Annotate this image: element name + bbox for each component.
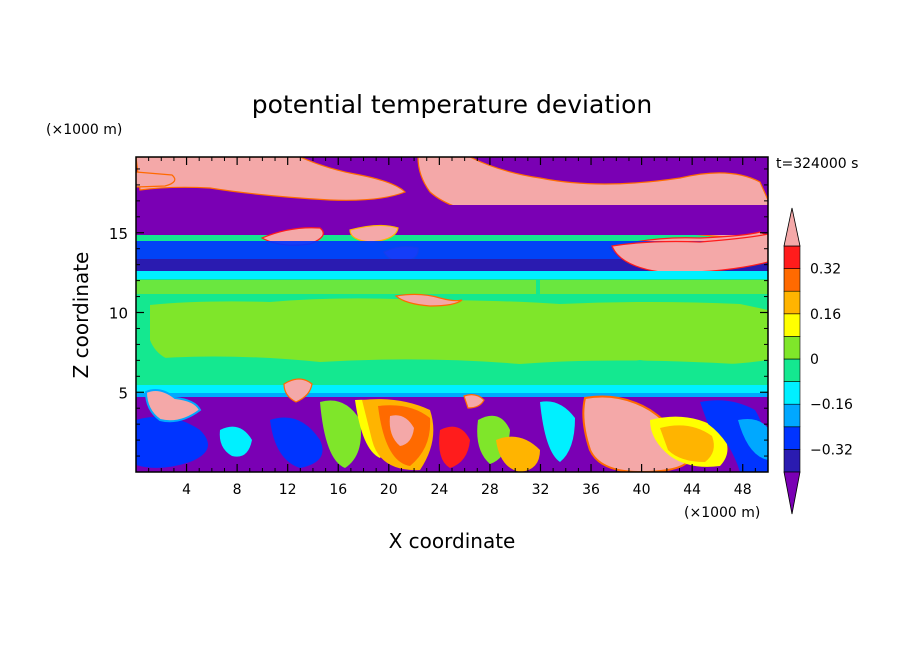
y-tick-label: 5 <box>118 384 128 402</box>
x-tick-label: 44 <box>683 482 701 498</box>
colorbar-band <box>783 449 801 473</box>
bl-pink-right <box>582 395 692 472</box>
layer-dark-blue <box>136 259 768 271</box>
layer-purple <box>136 205 768 235</box>
pink-patch-mid <box>394 293 463 307</box>
bl-pink-patch-small <box>283 378 313 403</box>
layer-lightgreen-strip-2 <box>540 280 768 294</box>
bl-cyan-left <box>219 426 252 457</box>
x-tick-label: 36 <box>582 482 600 498</box>
x-tick-label: 8 <box>233 482 242 498</box>
colorbar-extend-max <box>783 207 801 247</box>
x-tick-label: 28 <box>481 482 499 498</box>
colorbar-tick-label: 0.32 <box>810 262 841 278</box>
colorbar-band <box>783 245 801 269</box>
x-tick-label: 48 <box>734 482 752 498</box>
heatmap-field <box>136 157 768 472</box>
colorbar: 0.32 0.16 0 −0.16 −0.32 <box>783 207 853 515</box>
colorbar-band <box>783 313 801 337</box>
x-axis-label: X coordinate <box>389 529 516 553</box>
x-tick-label: 4 <box>182 482 191 498</box>
colorbar-band <box>783 268 801 292</box>
bl-pink-left <box>144 389 202 423</box>
chart-title: potential temperature deviation <box>252 90 652 119</box>
bl-blue-mid <box>270 417 323 468</box>
x-axis-unit: (×1000 m) <box>684 505 760 521</box>
y-axis-unit: (×1000 m) <box>46 122 122 138</box>
colorbar-band <box>783 403 801 428</box>
colorbar-band <box>783 290 801 315</box>
time-label: t=324000 s <box>776 156 858 172</box>
colorbar-tick-label: 0.16 <box>810 307 841 323</box>
y-axis-label: Z coordinate <box>69 252 93 379</box>
layer-cyan-low <box>136 385 768 395</box>
colorbar-tick-label: −0.16 <box>810 397 853 413</box>
x-tick-label: 20 <box>380 482 398 498</box>
bl-pink-patch-small-2 <box>463 394 485 409</box>
y-axis: 5 10 15 <box>109 168 768 457</box>
layer-mid-blue <box>136 241 768 259</box>
bl-red-2 <box>439 426 470 468</box>
bl-blue-left <box>136 416 208 468</box>
bl-orange-2 <box>496 436 540 472</box>
colorbar-tick-label: 0 <box>810 352 819 368</box>
x-axis: 4 8 12 16 20 24 28 32 36 40 44 48 <box>148 157 756 498</box>
pink-cloud-upper-left <box>136 157 407 201</box>
colorbar-band <box>783 426 801 450</box>
x-tick-label: 12 <box>279 482 297 498</box>
x-tick-label: 32 <box>532 482 550 498</box>
pink-patch-4b <box>611 233 768 273</box>
bl-pink-mid <box>389 415 414 446</box>
pink-cloud-top-left <box>136 171 176 188</box>
colorbar-band <box>783 358 801 382</box>
bl-green-mid <box>320 400 361 468</box>
layer-blue-low <box>136 393 768 398</box>
layer-lightgreen-strip <box>136 280 536 294</box>
colorbar-band <box>783 336 801 360</box>
colorbar-tick-label: −0.32 <box>810 442 853 458</box>
colorbar-band <box>783 381 801 405</box>
x-tick-label: 24 <box>430 482 448 498</box>
bl-blue-right <box>700 400 768 472</box>
y-tick-label: 15 <box>109 225 128 243</box>
pink-patch-2 <box>349 224 399 243</box>
x-tick-label: 40 <box>633 482 651 498</box>
x-tick-label: 16 <box>329 482 347 498</box>
layer-cyan <box>136 271 768 279</box>
y-tick-label: 10 <box>109 305 128 323</box>
bl-orange-right <box>660 425 714 462</box>
bl-cyan-right <box>738 419 768 460</box>
bl-cyan-2 <box>540 401 575 462</box>
trop-lightgreen <box>150 298 768 368</box>
colorbar-extend-min <box>783 471 801 515</box>
